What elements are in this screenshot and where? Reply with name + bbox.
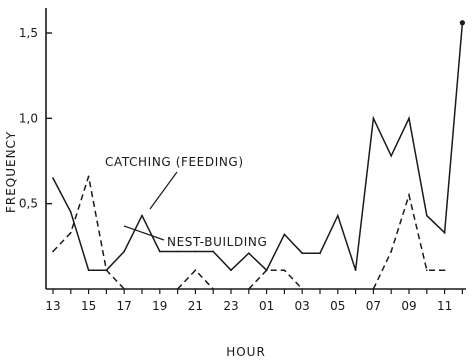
data-point (248, 252, 250, 254)
x-tick-label: 13 (45, 299, 60, 313)
x-tick-labels: 13 15 17 19 21 23 01 03 05 07 09 11 (45, 299, 452, 313)
annotation-catching: CATCHING (FEEDING) (105, 155, 244, 169)
data-point (248, 288, 250, 290)
x-tick-label: 15 (81, 299, 96, 313)
data-point (265, 269, 268, 272)
series-catching (52, 21, 464, 272)
data-point (408, 194, 410, 196)
data-point (123, 250, 125, 253)
x-tick-label: 19 (152, 299, 167, 313)
x-tick-label: 01 (259, 299, 274, 313)
data-point (87, 175, 90, 178)
series-layer (52, 20, 465, 290)
data-point (390, 250, 393, 253)
data-point (408, 117, 410, 120)
series-line (372, 192, 445, 290)
x-tick-label: 21 (188, 299, 203, 313)
data-point (426, 269, 428, 272)
annotation-leader-nest-building (123, 225, 165, 241)
data-point (194, 269, 197, 272)
data-point (372, 288, 375, 290)
series-line (177, 269, 214, 290)
data-point (283, 233, 286, 236)
series-nest-building (52, 175, 446, 290)
data-point (105, 269, 108, 272)
series-line (248, 269, 303, 290)
y-tick-label: 1,0 (19, 111, 38, 125)
data-point (123, 288, 125, 290)
data-point (443, 231, 446, 234)
x-tick-label: 03 (295, 299, 310, 313)
data-point (52, 177, 54, 179)
series-line (52, 22, 464, 272)
data-point (354, 269, 357, 272)
y-axis-label: FREQUENCY (4, 131, 18, 213)
x-tick-label: 05 (330, 299, 345, 313)
x-tick-label: 11 (437, 299, 452, 313)
data-point (159, 250, 161, 253)
annotations: CATCHING (FEEDING) NEST-BUILDING (105, 155, 267, 249)
series-endpoint-marker (459, 20, 465, 26)
data-point (426, 214, 428, 217)
data-point (230, 269, 232, 272)
data-point (283, 269, 286, 272)
series-line (52, 176, 125, 290)
data-point (70, 211, 72, 213)
data-point (212, 250, 214, 253)
annotation-leader-catching (149, 171, 178, 210)
x-tick-label: 23 (223, 299, 238, 313)
y-tick-label: 0,5 (19, 197, 38, 211)
data-point (301, 288, 304, 290)
data-point (443, 269, 446, 272)
data-point (319, 252, 321, 254)
data-point (372, 117, 375, 120)
data-point (52, 250, 54, 253)
data-point (390, 155, 393, 157)
data-point (194, 250, 197, 253)
x-tick-label: 17 (117, 299, 132, 313)
y-tick-labels: 0,5 1,0 1,5 (19, 26, 38, 211)
x-tick-label: 07 (366, 299, 381, 313)
data-point (141, 214, 143, 217)
axes (45, 8, 466, 294)
data-point (70, 231, 72, 234)
data-point (301, 252, 304, 254)
data-point (87, 269, 90, 272)
data-point (176, 288, 179, 290)
data-point (212, 288, 214, 290)
data-point (176, 250, 179, 253)
x-tick-label: 09 (401, 299, 416, 313)
y-tick-label: 1,5 (19, 26, 38, 40)
annotation-nest-building: NEST-BUILDING (167, 235, 267, 249)
x-axis-label: HOUR (226, 345, 266, 359)
data-point (337, 214, 339, 217)
